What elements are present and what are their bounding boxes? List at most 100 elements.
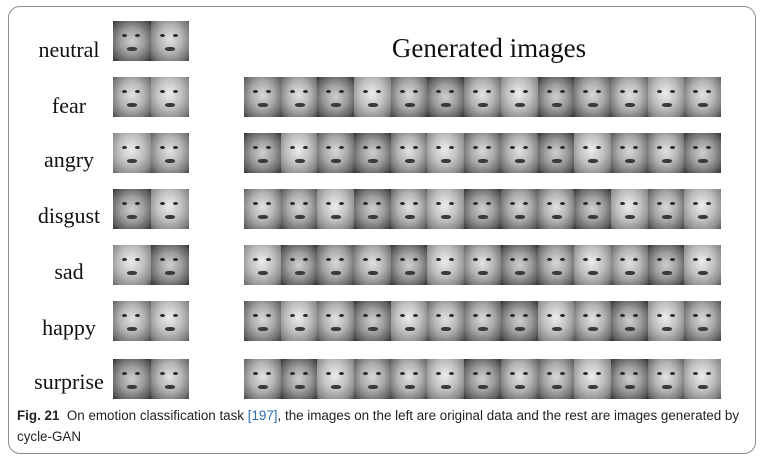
face-image <box>427 77 465 117</box>
face-image <box>647 245 685 285</box>
face-image <box>610 301 648 341</box>
row-label-neutral: neutral <box>38 37 100 62</box>
face-image <box>354 77 391 117</box>
face-image <box>244 189 281 229</box>
face-image <box>500 359 538 399</box>
face-image <box>280 133 318 173</box>
face-image <box>113 301 151 341</box>
face-image <box>354 301 391 341</box>
face-image <box>151 245 189 285</box>
face-image <box>244 77 281 117</box>
face-image <box>113 133 151 173</box>
face-image <box>151 189 189 229</box>
face-image <box>151 77 189 117</box>
caption-text-start: On emotion classification task <box>66 408 248 423</box>
face-image <box>354 359 391 399</box>
face-image <box>390 133 428 173</box>
face-image <box>647 133 685 173</box>
face-image <box>684 359 721 399</box>
face-image <box>244 359 281 399</box>
face-image <box>500 133 538 173</box>
face-image <box>280 301 318 341</box>
face-image <box>390 77 428 117</box>
face-image <box>500 245 538 285</box>
face-image <box>390 301 428 341</box>
face-image <box>113 189 151 229</box>
generated-faces-sad <box>244 245 721 285</box>
face-image <box>151 133 189 173</box>
figure-caption: Fig. 21 On emotion classification task [… <box>17 405 747 447</box>
generated-faces-surprise <box>244 359 721 399</box>
face-image <box>427 189 465 229</box>
face-image <box>500 189 538 229</box>
generated-images-title: Generated images <box>391 33 587 63</box>
face-image <box>500 301 538 341</box>
face-image <box>113 359 151 399</box>
face-image <box>317 245 355 285</box>
face-image <box>244 301 281 341</box>
face-image <box>574 133 611 173</box>
face-image <box>151 301 189 341</box>
face-image <box>280 359 318 399</box>
row-label-happy: happy <box>42 315 96 340</box>
face-image <box>354 133 391 173</box>
face-image <box>574 359 611 399</box>
face-image <box>610 189 648 229</box>
face-image <box>317 133 355 173</box>
row-label-disgust: disgust <box>37 203 101 228</box>
face-image <box>280 245 318 285</box>
face-image <box>647 359 685 399</box>
row-label-fear: fear <box>51 93 87 118</box>
face-image <box>280 77 318 117</box>
face-image <box>684 301 721 341</box>
generated-faces-angry <box>244 133 721 173</box>
face-image <box>647 301 685 341</box>
face-image <box>113 245 151 285</box>
row-label-surprise: surprise <box>34 369 104 394</box>
original-faces-happy <box>113 301 189 341</box>
face-image <box>390 245 428 285</box>
face-image <box>610 133 648 173</box>
face-image <box>244 133 281 173</box>
face-image <box>537 189 575 229</box>
face-image <box>427 359 465 399</box>
face-image <box>684 77 721 117</box>
citation-link[interactable]: [197] <box>247 408 278 423</box>
face-image <box>354 189 391 229</box>
face-image <box>500 77 538 117</box>
face-image <box>574 245 611 285</box>
face-image <box>317 189 355 229</box>
face-image <box>574 301 611 341</box>
row-label-sad: sad <box>54 259 84 284</box>
original-faces-fear <box>113 77 189 117</box>
face-image <box>464 189 501 229</box>
face-image <box>610 77 648 117</box>
row-label-angry: angry <box>43 147 95 172</box>
face-image <box>610 359 648 399</box>
original-faces-surprise <box>113 359 189 399</box>
original-faces-angry <box>113 133 189 173</box>
face-image <box>151 21 189 61</box>
face-image <box>427 245 465 285</box>
figure-frame: Generated images neutral fear angry disg… <box>8 6 756 454</box>
face-image <box>574 189 611 229</box>
original-faces-sad <box>113 245 189 285</box>
face-image <box>464 245 501 285</box>
face-image <box>464 133 501 173</box>
face-image <box>244 245 281 285</box>
face-image <box>464 359 501 399</box>
face-image <box>427 301 465 341</box>
face-image <box>390 359 428 399</box>
face-image <box>647 77 685 117</box>
face-image <box>537 245 575 285</box>
face-image <box>390 189 428 229</box>
generated-faces-fear <box>244 77 721 117</box>
face-image <box>537 301 575 341</box>
face-image <box>647 189 685 229</box>
face-image <box>464 301 501 341</box>
face-image <box>113 21 151 61</box>
face-image <box>574 77 611 117</box>
face-image <box>464 77 501 117</box>
face-image <box>151 359 189 399</box>
face-image <box>537 133 575 173</box>
